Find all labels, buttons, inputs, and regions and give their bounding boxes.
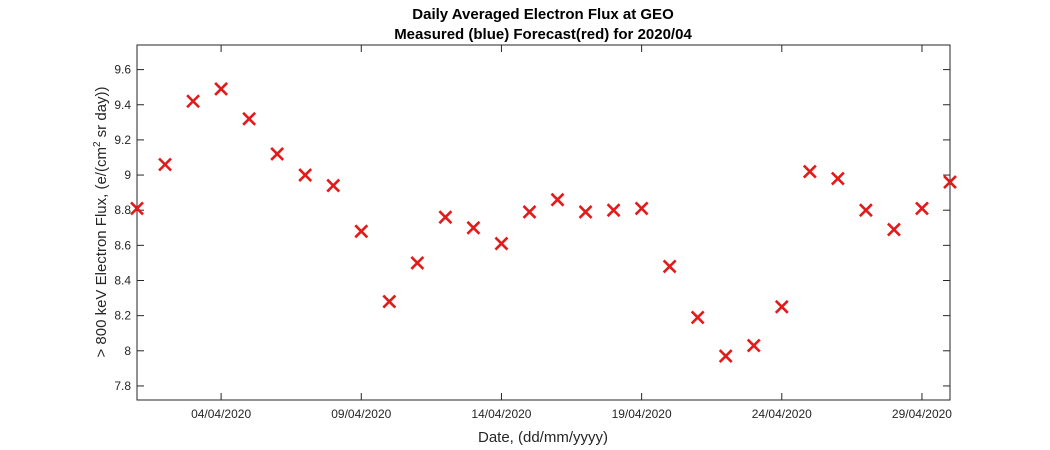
data-point <box>326 178 341 193</box>
data-point <box>606 203 621 218</box>
data-point <box>774 299 789 314</box>
chart-subtitle: Measured (blue) Forecast(red) for 2020/0… <box>394 26 692 43</box>
y-tick-label: 9.6 <box>114 63 131 77</box>
data-point <box>718 349 733 363</box>
y-tick-label: 8.8 <box>114 203 131 217</box>
x-tick-label: 19/04/2020 <box>612 407 672 421</box>
x-axis-label: Date, (dd/mm/yyyy) <box>478 429 608 446</box>
data-point <box>830 171 845 186</box>
data-point <box>634 201 649 216</box>
data-point <box>298 168 313 182</box>
data-point <box>214 82 229 96</box>
data-point <box>578 205 593 219</box>
y-axis-label: > 800 keV Electron Flux, (e/(cm2 sr day)… <box>92 86 110 357</box>
data-point <box>915 201 929 216</box>
y-tick-label: 7.8 <box>114 379 131 393</box>
data-point <box>887 222 901 237</box>
data-point <box>858 203 873 218</box>
y-axis-ticks: 7.8 8 8.2 8.4 8.6 8.8 9 9.2 9.4 9.6 <box>114 63 950 393</box>
data-point <box>382 294 397 309</box>
y-tick-label: 9.2 <box>114 133 131 147</box>
data-point <box>662 259 677 274</box>
y-axis-label-main: > 800 keV Electron Flux, (e/(cm <box>93 147 110 358</box>
x-tick-label: 04/04/2020 <box>191 407 251 421</box>
data-point <box>522 205 537 219</box>
data-point <box>466 220 481 235</box>
data-point <box>130 201 144 216</box>
data-point <box>354 224 369 239</box>
y-axis-label-superscript: 2 <box>92 141 103 147</box>
data-point <box>242 111 257 126</box>
y-tick-label: 8.4 <box>114 273 131 287</box>
y-tick-label: 8.6 <box>114 238 131 252</box>
x-tick-label: 09/04/2020 <box>331 407 391 421</box>
y-tick-label: 8 <box>124 344 131 358</box>
data-point <box>158 157 172 172</box>
data-point <box>550 192 565 207</box>
data-point <box>438 210 453 225</box>
data-point <box>186 94 200 109</box>
y-axis-label-tail: sr day)) <box>93 86 110 141</box>
x-tick-label: 29/04/2020 <box>892 407 952 421</box>
data-point <box>270 147 285 161</box>
data-point <box>494 236 509 251</box>
y-tick-label: 8.2 <box>114 309 131 323</box>
x-tick-label: 24/04/2020 <box>752 407 812 421</box>
data-point <box>943 175 957 189</box>
x-axis-ticks: 04/04/2020 09/04/2020 14/04/2020 19/04/2020… <box>191 45 952 421</box>
y-tick-label: 9.4 <box>114 98 131 112</box>
x-tick-label: 14/04/2020 <box>471 407 531 421</box>
data-point <box>802 164 817 179</box>
y-tick-label: 9 <box>124 168 131 182</box>
plot-area <box>136 44 951 401</box>
data-series <box>130 82 957 363</box>
data-point <box>410 256 425 270</box>
data-point <box>690 310 705 325</box>
data-point <box>746 338 761 353</box>
chart-title: Daily Averaged Electron Flux at GEO <box>412 6 674 23</box>
